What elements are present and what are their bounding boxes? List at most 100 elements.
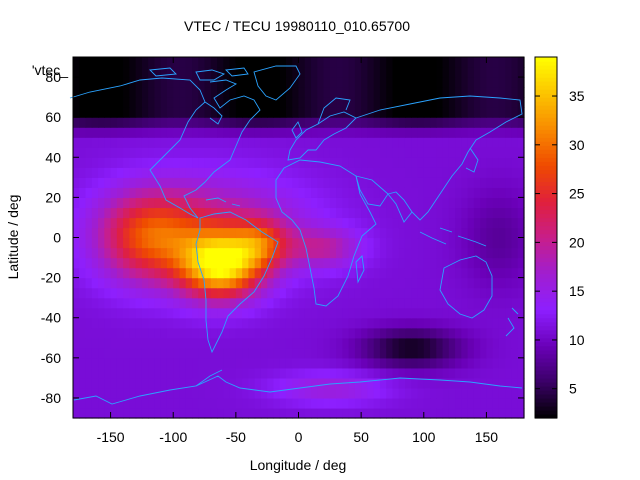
heatmap-cell: [311, 407, 318, 419]
heatmap-cell: [73, 387, 80, 399]
heatmap-cell: [436, 347, 444, 359]
heatmap-cell: [273, 397, 281, 409]
heatmap-cell: [317, 217, 325, 229]
heatmap-cell: [473, 187, 481, 198]
heatmap-cell: [423, 77, 431, 88]
heatmap-cell: [379, 147, 387, 158]
heatmap-cell: [210, 317, 218, 329]
heatmap-cell: [85, 387, 93, 399]
heatmap-cell: [229, 67, 237, 78]
heatmap-cell: [404, 217, 412, 229]
heatmap-cell: [517, 397, 525, 409]
heatmap-cell: [254, 127, 262, 138]
heatmap-cell: [342, 147, 350, 158]
heatmap-cell: [329, 377, 337, 389]
heatmap-cell: [373, 347, 381, 359]
heatmap-cell: [486, 297, 494, 309]
heatmap-cell: [486, 287, 494, 299]
heatmap-cell: [398, 387, 406, 399]
heatmap-cell: [248, 377, 256, 389]
heatmap-cell: [179, 407, 187, 419]
heatmap-cell: [254, 257, 262, 269]
heatmap-cell: [392, 277, 400, 289]
heatmap-cell: [354, 377, 362, 389]
heatmap-cell: [448, 307, 456, 319]
heatmap-cell: [505, 347, 513, 359]
heatmap-cell: [260, 297, 268, 309]
heatmap-cell: [129, 107, 137, 118]
heatmap-cell: [217, 397, 224, 409]
heatmap-cell: [85, 97, 93, 108]
heatmap-cell: [361, 137, 368, 148]
heatmap-cell: [348, 97, 356, 108]
heatmap-cell: [223, 387, 231, 399]
heatmap-cell: [91, 147, 99, 158]
heatmap-cell: [348, 67, 356, 78]
heatmap-cell: [511, 347, 519, 359]
heatmap-cell: [79, 397, 87, 409]
heatmap-cell: [267, 237, 275, 249]
heatmap-cell: [480, 107, 488, 118]
heatmap-cell: [492, 407, 500, 419]
heatmap-cell: [467, 157, 475, 168]
heatmap-cell: [386, 227, 394, 239]
heatmap-cell: [104, 307, 112, 319]
heatmap-cell: [367, 277, 375, 289]
heatmap-cell: [455, 267, 462, 279]
heatmap-cell: [480, 127, 488, 138]
heatmap-cell: [285, 367, 293, 379]
heatmap-cell: [279, 367, 287, 379]
heatmap-cell: [430, 117, 437, 128]
heatmap-cell: [336, 407, 343, 419]
heatmap-cell: [129, 397, 137, 409]
heatmap-cell: [210, 97, 218, 108]
heatmap-cell: [98, 347, 105, 359]
heatmap-cell: [373, 397, 381, 409]
heatmap-cell: [73, 67, 80, 78]
heatmap-cell: [98, 327, 105, 339]
heatmap-cell: [417, 237, 425, 249]
heatmap-cell: [110, 347, 118, 359]
heatmap-cell: [173, 327, 181, 339]
heatmap-cell: [91, 237, 99, 249]
heatmap-cell: [185, 117, 193, 128]
heatmap-cell: [129, 217, 137, 229]
heatmap-cell: [386, 137, 394, 148]
heatmap-cell: [217, 127, 224, 138]
heatmap-cell: [217, 197, 224, 209]
heatmap-cell: [411, 77, 419, 88]
heatmap-cell: [398, 67, 406, 78]
heatmap-cell: [135, 387, 143, 399]
heatmap-cell: [298, 137, 306, 148]
heatmap-cell: [311, 147, 318, 158]
heatmap-cell: [242, 257, 249, 269]
heatmap-cell: [304, 357, 312, 369]
heatmap-cell: [317, 277, 325, 289]
heatmap-cell: [91, 347, 99, 359]
heatmap-cell: [210, 177, 218, 188]
heatmap-cell: [329, 317, 337, 329]
heatmap-cell: [442, 157, 450, 168]
heatmap-cell: [442, 87, 450, 98]
heatmap-cell: [455, 227, 462, 239]
heatmap-cell: [110, 407, 118, 419]
colorbar-band: [535, 81, 557, 86]
heatmap-cell: [273, 77, 281, 88]
heatmap-cell: [166, 57, 174, 68]
heatmap-cell: [411, 317, 419, 329]
heatmap-cell: [129, 247, 137, 259]
heatmap-cell: [148, 187, 156, 198]
heatmap-cell: [292, 57, 300, 68]
heatmap-cell: [423, 307, 431, 319]
heatmap-cell: [129, 207, 137, 219]
heatmap-cell: [279, 267, 287, 279]
heatmap-cell: [73, 177, 80, 188]
heatmap-cell: [367, 177, 375, 188]
heatmap-cell: [411, 157, 419, 168]
heatmap-cell: [298, 147, 306, 158]
heatmap-cell: [79, 247, 87, 259]
heatmap-cell: [455, 177, 462, 188]
heatmap-cell: [185, 187, 193, 198]
heatmap-cell: [267, 157, 275, 168]
heatmap-cell: [336, 177, 343, 188]
